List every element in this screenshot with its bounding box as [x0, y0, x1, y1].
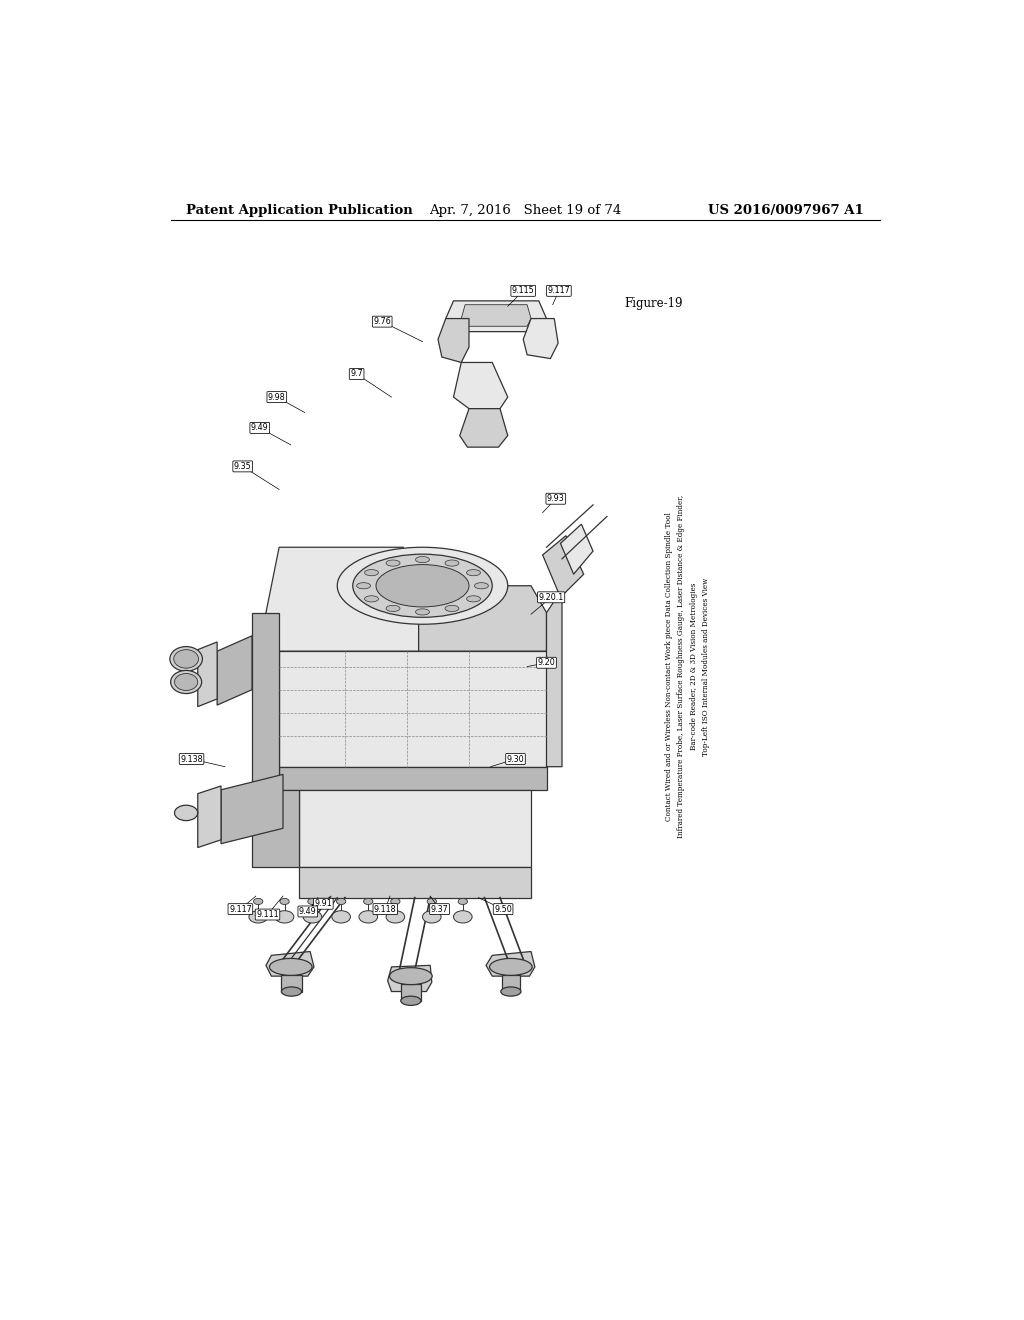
Ellipse shape — [365, 595, 379, 602]
Polygon shape — [502, 974, 520, 991]
Ellipse shape — [275, 911, 294, 923]
Ellipse shape — [389, 968, 432, 985]
Ellipse shape — [174, 805, 198, 821]
Polygon shape — [460, 409, 508, 447]
Ellipse shape — [356, 582, 371, 589]
Text: Contact Wired and or Wireless Non-contact Work piece Data Collection Spindle Too: Contact Wired and or Wireless Non-contac… — [665, 512, 673, 821]
Polygon shape — [299, 867, 531, 898]
Text: Apr. 7, 2016   Sheet 19 of 74: Apr. 7, 2016 Sheet 19 of 74 — [429, 205, 621, 218]
Ellipse shape — [386, 911, 404, 923]
Polygon shape — [438, 318, 469, 363]
Polygon shape — [221, 775, 283, 843]
Ellipse shape — [359, 911, 378, 923]
Ellipse shape — [364, 899, 373, 904]
Polygon shape — [198, 785, 221, 847]
Ellipse shape — [427, 899, 436, 904]
Polygon shape — [282, 974, 302, 991]
Ellipse shape — [337, 548, 508, 624]
Ellipse shape — [445, 560, 459, 566]
Ellipse shape — [249, 911, 267, 923]
Ellipse shape — [170, 647, 203, 672]
Ellipse shape — [454, 911, 472, 923]
Text: 9.117: 9.117 — [548, 286, 570, 296]
Text: 9.20: 9.20 — [538, 659, 555, 667]
Text: 9.20.1: 9.20.1 — [539, 593, 564, 602]
Ellipse shape — [337, 899, 346, 904]
Polygon shape — [523, 318, 558, 359]
Text: Bar-code Reader, 2D & 3D Vision Metrologies: Bar-code Reader, 2D & 3D Vision Metrolog… — [690, 583, 697, 750]
Ellipse shape — [308, 899, 317, 904]
Text: 9.118: 9.118 — [374, 904, 396, 913]
Polygon shape — [299, 789, 531, 867]
Ellipse shape — [376, 565, 469, 607]
Ellipse shape — [269, 958, 312, 975]
Text: 9.49: 9.49 — [251, 424, 268, 433]
Polygon shape — [547, 590, 562, 767]
Text: US 2016/0097967 A1: US 2016/0097967 A1 — [709, 205, 864, 218]
Ellipse shape — [282, 987, 302, 997]
Text: 9.50: 9.50 — [495, 904, 512, 913]
Ellipse shape — [458, 899, 467, 904]
Ellipse shape — [391, 899, 400, 904]
Ellipse shape — [416, 557, 429, 562]
Ellipse shape — [174, 673, 198, 690]
Polygon shape — [388, 965, 432, 991]
Text: Top-Left ISO Internal Modules and Devices View: Top-Left ISO Internal Modules and Device… — [702, 577, 711, 756]
Polygon shape — [419, 586, 547, 651]
Polygon shape — [266, 952, 314, 977]
Ellipse shape — [174, 649, 199, 668]
Text: 9.37: 9.37 — [431, 904, 449, 913]
Text: 9.7: 9.7 — [350, 370, 362, 379]
Ellipse shape — [365, 570, 379, 576]
Text: 9.93: 9.93 — [547, 494, 564, 503]
Ellipse shape — [445, 606, 459, 611]
Polygon shape — [461, 305, 531, 326]
Text: Figure-19: Figure-19 — [624, 297, 683, 310]
Ellipse shape — [489, 958, 532, 975]
Text: 9.30: 9.30 — [507, 755, 524, 763]
Polygon shape — [198, 642, 217, 706]
Polygon shape — [280, 767, 547, 789]
Text: 9.138: 9.138 — [180, 755, 203, 763]
Text: 9.117: 9.117 — [229, 904, 252, 913]
Polygon shape — [560, 524, 593, 574]
Polygon shape — [445, 301, 547, 331]
Text: 9.98: 9.98 — [268, 392, 286, 401]
Ellipse shape — [416, 609, 429, 615]
Ellipse shape — [474, 582, 488, 589]
Text: 9.91: 9.91 — [314, 899, 332, 908]
Ellipse shape — [386, 560, 400, 566]
Text: 9.76: 9.76 — [374, 317, 391, 326]
Text: Infrared Temperature Probe, Laser Surface Roughness Gauge, Laser Distance & Edge: Infrared Temperature Probe, Laser Surfac… — [677, 495, 685, 838]
Text: 9.111: 9.111 — [256, 909, 279, 919]
Polygon shape — [486, 952, 535, 977]
Ellipse shape — [352, 554, 493, 618]
Polygon shape — [252, 612, 280, 789]
Ellipse shape — [303, 911, 322, 923]
Ellipse shape — [171, 671, 202, 693]
Ellipse shape — [254, 899, 263, 904]
Polygon shape — [400, 983, 421, 1001]
Polygon shape — [454, 363, 508, 409]
Text: Patent Application Publication: Patent Application Publication — [186, 205, 413, 218]
Polygon shape — [217, 636, 252, 705]
Text: 9.35: 9.35 — [233, 462, 252, 471]
Ellipse shape — [467, 595, 480, 602]
Polygon shape — [252, 789, 299, 867]
Ellipse shape — [423, 911, 441, 923]
Ellipse shape — [400, 997, 421, 1006]
Text: 9.49: 9.49 — [299, 907, 316, 916]
Ellipse shape — [467, 570, 480, 576]
Polygon shape — [280, 651, 547, 767]
Text: 9.115: 9.115 — [512, 286, 535, 296]
Polygon shape — [543, 536, 584, 598]
Ellipse shape — [386, 606, 400, 611]
Ellipse shape — [332, 911, 350, 923]
Polygon shape — [266, 612, 280, 743]
Ellipse shape — [501, 987, 521, 997]
Polygon shape — [266, 548, 419, 651]
Ellipse shape — [280, 899, 289, 904]
